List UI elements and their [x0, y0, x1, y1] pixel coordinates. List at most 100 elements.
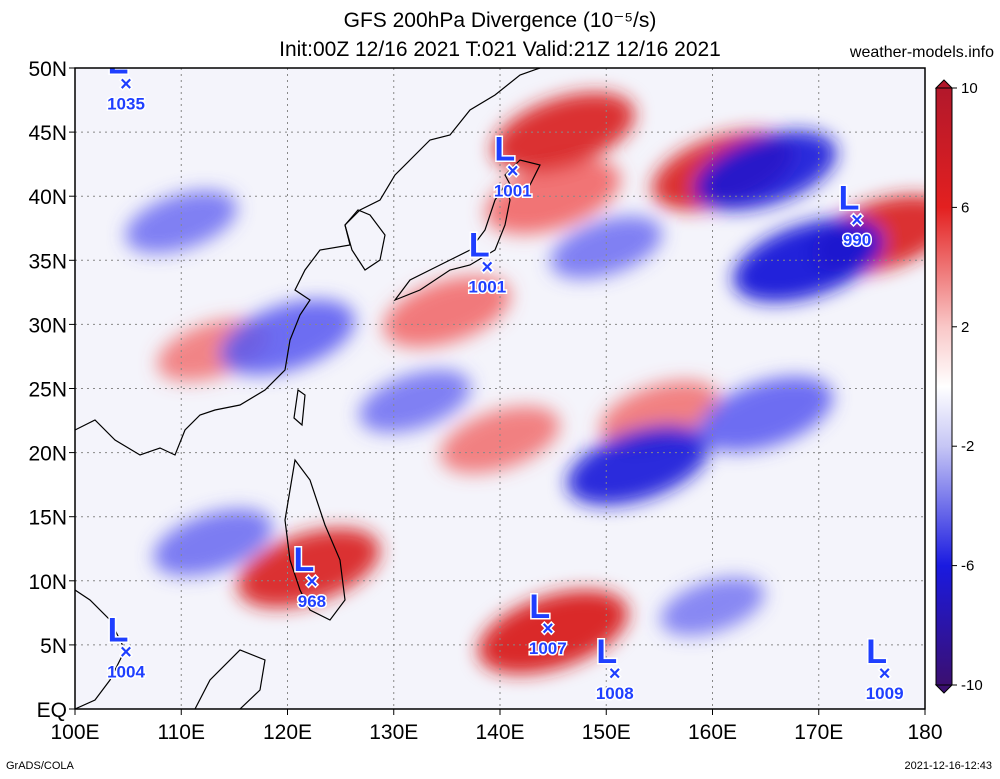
y-tick-label: 15N [28, 507, 67, 530]
map-subtitle: Init:00Z 12/16 2021 T:021 Valid:21Z 12/1… [279, 38, 721, 61]
coastline-korea [344, 209, 386, 271]
divergence-cell [237, 528, 380, 608]
divergence-cell [566, 425, 710, 506]
low-symbol: L [839, 179, 860, 217]
coastlines [75, 68, 541, 709]
low-symbol: L [596, 633, 617, 671]
low-center-icon: × [481, 257, 493, 279]
divergence-cell [694, 130, 837, 211]
low-center-icon: × [851, 209, 863, 231]
coastline-taiwan [293, 388, 306, 427]
coastline-indochina [75, 589, 126, 709]
low-symbol: L [108, 611, 129, 649]
low-marker: L×990 [837, 178, 873, 251]
x-tick-label: 170E [794, 721, 843, 744]
x-axis: 100E 110E 120E 130E 140E 150E 160E 170E 180 [50, 709, 943, 744]
colorbar-label: -10 [961, 677, 983, 694]
coastline-borneo [194, 649, 266, 709]
low-pressure-value: 990 [843, 230, 871, 249]
low-symbol: L [108, 43, 129, 81]
low-marker: L×1004 [106, 610, 147, 683]
colorbar-label: -2 [961, 438, 974, 455]
divergence-cell [359, 370, 471, 433]
x-tick-label: 120E [263, 721, 312, 744]
colorbar-label: -6 [961, 558, 974, 575]
low-pressure-value: 1007 [529, 639, 567, 658]
map-title: GFS 200hPa Divergence (10⁻⁵/s) [343, 9, 657, 32]
low-center-icon: × [120, 641, 132, 663]
coastline-japan [393, 183, 511, 302]
colorbar-gradient [935, 87, 953, 686]
colorbar-bottom-arrow [934, 684, 954, 694]
x-tick-label: 110E [158, 721, 206, 744]
y-tick-label: 10N [28, 571, 67, 594]
divergence-cell [220, 299, 355, 375]
low-pressure-value: 1008 [596, 684, 634, 703]
colorbar-label: 2 [961, 319, 969, 336]
low-pressure-value: 1001 [494, 182, 532, 201]
y-axis: EQ 5N 10N 15N 20N 25N 30N 35N 40N 45N 50N [28, 58, 75, 722]
low-marker: L×1001 [467, 225, 508, 298]
y-tick-label: 40N [28, 186, 67, 209]
timestamp-label: 2021-12-16-12:43 [904, 760, 992, 772]
low-pressure-value: 1001 [468, 278, 506, 297]
y-tick-label: 5N [40, 635, 67, 658]
low-marker: L×1035 [106, 43, 147, 115]
colorbar: 10 6 2 -2 -6 -10 [934, 79, 983, 694]
colorbar-label: 6 [961, 199, 969, 216]
y-tick-label: 25N [28, 379, 67, 402]
divergence-cell [383, 276, 511, 348]
y-tick-label: 35N [28, 250, 67, 273]
site-label: weather-models.info [849, 44, 994, 61]
y-tick-label: 20N [28, 443, 67, 466]
x-tick-label: 150E [582, 721, 631, 744]
divergence-cell [440, 406, 560, 474]
divergence-cell [660, 577, 765, 636]
divergence-cell [698, 376, 833, 452]
low-center-icon: × [542, 618, 554, 640]
divergence-cell [125, 190, 238, 254]
low-marker: L×968 [292, 539, 328, 612]
low-pressure-value: 1035 [107, 94, 145, 113]
x-tick-label: 100E [50, 721, 99, 744]
low-symbol: L [294, 541, 315, 579]
y-tick-label: 50N [28, 58, 67, 81]
low-symbol: L [529, 588, 550, 626]
colorbar-labels: 10 6 2 -2 -6 -10 [952, 80, 983, 694]
low-marker: L×1009 [864, 632, 905, 705]
divergence-cell [485, 158, 621, 234]
low-pressure-value: 1009 [866, 684, 904, 703]
x-tick-label: 140E [475, 721, 524, 744]
low-marker: L×1008 [594, 632, 635, 705]
divergence-cell [492, 92, 635, 172]
coastline-hokkaido [504, 159, 541, 189]
low-pressure-value: 968 [298, 592, 326, 611]
x-tick-label: 180 [907, 721, 942, 744]
divergence-field [125, 92, 925, 674]
divergence-cell [153, 508, 273, 576]
low-pressure-value: 1004 [107, 662, 145, 681]
low-pressure-markers: L×1035L×1001L×1001L×990L×968L×1004L×1007… [106, 43, 905, 705]
y-tick-label: 30N [28, 314, 67, 337]
low-marker: L×1007 [527, 587, 568, 660]
low-center-icon: × [507, 161, 519, 183]
x-tick-label: 160E [688, 721, 737, 744]
low-symbol: L [866, 633, 887, 671]
divergence-cell [550, 216, 663, 279]
credit-label: GrADS/COLA [6, 760, 74, 772]
divergence-cell [478, 590, 629, 674]
y-tick-label: EQ [37, 699, 67, 722]
coastline-philippines [284, 458, 346, 621]
low-symbol: L [469, 227, 490, 265]
colorbar-label: 10 [961, 80, 978, 97]
low-center-icon: × [609, 663, 621, 685]
x-tick-label: 130E [369, 721, 418, 744]
low-marker: L×1001 [492, 129, 533, 202]
low-symbol: L [494, 131, 515, 169]
low-center-icon: × [306, 571, 318, 593]
low-center-icon: × [120, 73, 132, 95]
gridlines [75, 68, 925, 709]
coastline-asia [75, 68, 541, 456]
y-tick-label: 45N [28, 122, 67, 145]
